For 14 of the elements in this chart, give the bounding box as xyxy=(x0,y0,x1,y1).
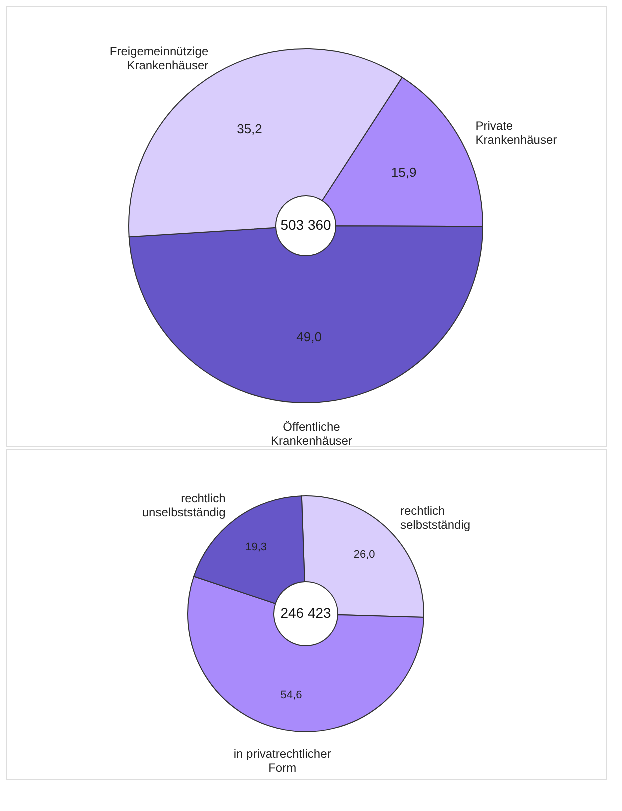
text: 246 423 xyxy=(280,605,332,621)
data-label: 26,0 xyxy=(354,549,376,562)
data-label: 54,6 xyxy=(280,690,302,702)
data-label: 35,2 xyxy=(237,122,262,137)
data-label: 15,9 xyxy=(391,164,417,180)
slice-label: in privatrechtlicher Form xyxy=(234,746,332,775)
slice-label: rechtlich selbstständig xyxy=(400,504,471,532)
slice-label: Private Krankenhäuser xyxy=(476,119,558,148)
slice-label: Öffentliche Krankenhäuser xyxy=(271,420,352,448)
slice-label: Freigemeinnützige Krankenhäuser xyxy=(110,44,209,72)
data-label: 49,0 xyxy=(296,329,322,344)
slice-label: rechtlich unselbstständig xyxy=(142,492,226,520)
data-label: 19,3 xyxy=(246,542,268,554)
text: 503 360 xyxy=(280,217,332,233)
